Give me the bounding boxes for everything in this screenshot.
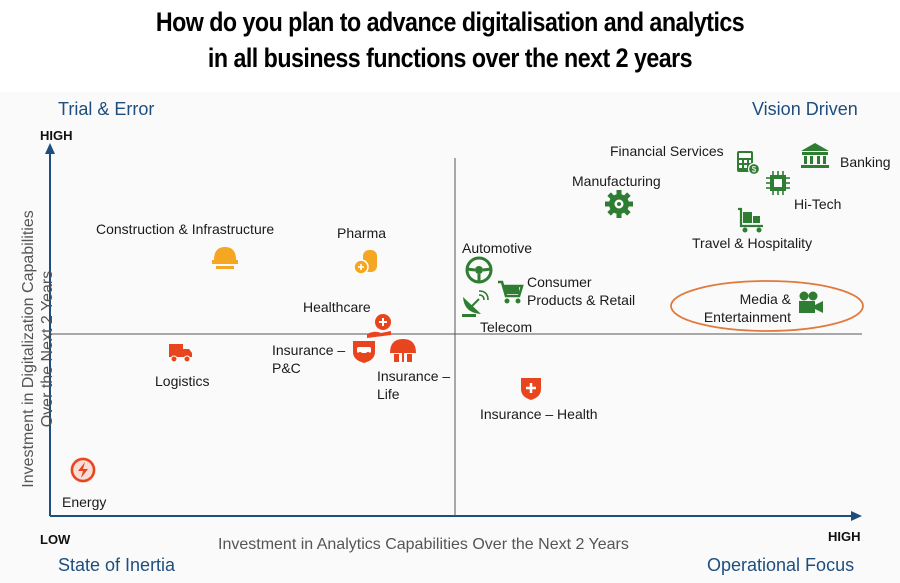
point-label-consumer: Consumer Products & Retail bbox=[527, 273, 635, 309]
point-label-insurance-pc-line-2: P&C bbox=[272, 360, 301, 376]
calculator-icon: $ bbox=[737, 151, 761, 176]
point-label-insurance-pc-line-1: Insurance – bbox=[272, 342, 346, 358]
point-label-insurance-life-line-1: Insurance – bbox=[377, 368, 451, 384]
pill-icon bbox=[353, 250, 377, 275]
point-label-banking: Banking bbox=[840, 154, 891, 170]
point-label-insurance-life: Insurance – Life bbox=[377, 367, 450, 403]
point-label-consumer-line-2: Products & Retail bbox=[527, 292, 636, 308]
hand-plus-icon bbox=[367, 314, 391, 338]
point-label-media-entertainment: Media & Entertainment bbox=[697, 290, 791, 326]
point-label-manufacturing: Manufacturing bbox=[572, 173, 661, 189]
y-axis-title: Investment in Digitalization Capabilitie… bbox=[19, 149, 57, 549]
chart-title-line-1: How do you plan to advance digitalisatio… bbox=[155, 7, 745, 37]
point-label-financial-services: Financial Services bbox=[610, 143, 724, 159]
point-label-media-line-1: Media & bbox=[739, 291, 791, 307]
medical-shield-icon bbox=[521, 378, 541, 400]
bank-icon bbox=[801, 143, 829, 168]
steering-wheel-icon bbox=[465, 256, 493, 284]
point-label-automotive: Automotive bbox=[462, 240, 533, 256]
media-highlight-ellipse bbox=[670, 280, 864, 332]
point-label-travel-hospitality: Travel & Hospitality bbox=[692, 235, 813, 251]
chart-panel bbox=[0, 92, 900, 583]
quadrant-label-bottom-left: State of Inertia bbox=[58, 555, 176, 575]
svg-text:$: $ bbox=[752, 165, 757, 174]
point-label-insurance-pc: Insurance – P&C bbox=[272, 341, 345, 377]
point-label-healthcare: Healthcare bbox=[303, 299, 371, 315]
x-axis-arrow bbox=[851, 511, 862, 521]
y-axis-high-label: HIGH bbox=[40, 128, 73, 143]
point-label-telecom: Telecom bbox=[480, 319, 533, 335]
quadrant-label-top-right: Vision Driven bbox=[752, 99, 858, 119]
point-label-energy: Energy bbox=[62, 494, 107, 510]
satellite-dish-icon bbox=[462, 290, 489, 317]
cart-icon bbox=[498, 280, 524, 304]
y-axis-arrow bbox=[45, 143, 55, 154]
x-axis-title: Investment in Analytics Capabilities Ove… bbox=[218, 536, 629, 553]
point-label-insurance-life-line-2: Life bbox=[377, 386, 400, 402]
video-camera-icon bbox=[799, 291, 823, 313]
x-axis-high-label: HIGH bbox=[828, 529, 861, 544]
point-label-insurance-health: Insurance – Health bbox=[480, 406, 598, 422]
point-label-pharma: Pharma bbox=[337, 225, 387, 241]
point-label-hi-tech: Hi-Tech bbox=[794, 196, 842, 212]
chart-title-line-2: in all business functions over the next … bbox=[207, 43, 693, 73]
point-label-media-line-2: Entertainment bbox=[703, 309, 791, 325]
y-axis-title-line-2: Over the Next 2 Years bbox=[39, 270, 56, 428]
umbrella-icon bbox=[390, 339, 416, 362]
car-shield-icon bbox=[353, 341, 375, 363]
y-axis-title-line-1: Investment in Digitalization Capabilitie… bbox=[20, 210, 37, 488]
gear-icon bbox=[605, 190, 633, 218]
point-label-consumer-line-1: Consumer bbox=[527, 274, 592, 290]
luggage-cart-icon bbox=[738, 207, 763, 233]
chart-title: How do you plan to advance digitalisatio… bbox=[63, 0, 837, 96]
x-axis-low-label: LOW bbox=[40, 532, 71, 547]
chip-icon bbox=[766, 171, 790, 195]
point-label-logistics: Logistics bbox=[155, 373, 210, 389]
quadrant-label-top-left: Trial & Error bbox=[58, 99, 155, 119]
truck-icon bbox=[169, 344, 192, 363]
hardhat-icon bbox=[212, 247, 238, 269]
lightning-icon bbox=[70, 457, 96, 483]
point-label-construction: Construction & Infrastructure bbox=[96, 221, 275, 237]
quadrant-label-bottom-right: Operational Focus bbox=[707, 555, 855, 575]
